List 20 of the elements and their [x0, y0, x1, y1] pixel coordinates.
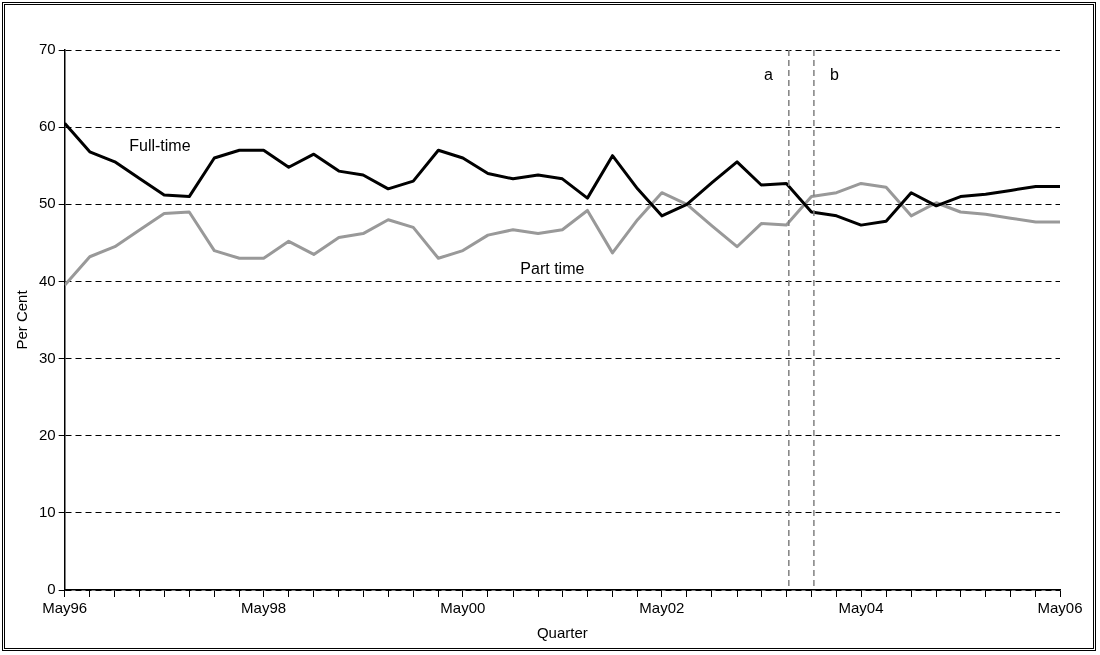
y-tick-label: 10 [39, 503, 56, 520]
y-tick-label: 70 [39, 40, 56, 58]
ref-line-label: a [763, 66, 773, 84]
series-label: Part time [520, 260, 585, 278]
ref-line-label: b [829, 66, 839, 84]
x-tick-label: May96 [42, 599, 88, 617]
y-tick-label: 40 [39, 271, 56, 289]
y-tick-label: 20 [39, 425, 56, 443]
x-tick-label: May00 [440, 599, 486, 617]
y-tick-label: 0 [47, 580, 56, 598]
x-tick-label: May02 [639, 599, 685, 617]
y-axis-title: Per Cent [13, 289, 31, 350]
x-axis-title: Quarter [536, 624, 588, 642]
y-tick-label: 50 [39, 194, 56, 212]
y-tick-label: 60 [39, 117, 56, 135]
series-label: Full-time [129, 137, 191, 155]
y-tick-label: 30 [39, 348, 56, 366]
x-tick-label: May06 [1037, 599, 1083, 617]
x-tick-label: May98 [241, 599, 287, 617]
x-tick-label: May04 [838, 599, 884, 617]
